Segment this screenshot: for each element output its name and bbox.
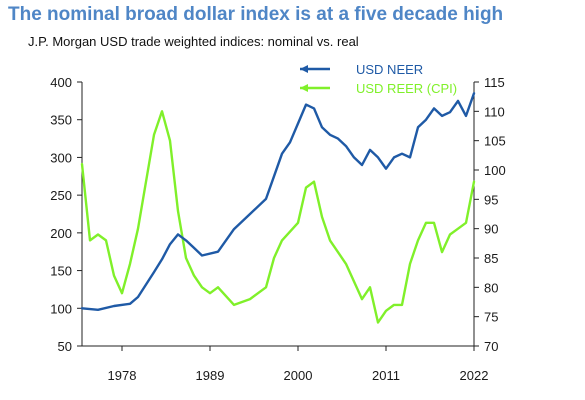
right-axis-ticks: 70 75 80 85 90 95 100 105 110 115 <box>474 75 506 354</box>
right-tick-label: 100 <box>484 163 506 178</box>
left-axis-ticks: 50 100 150 200 250 300 350 400 <box>50 75 82 354</box>
legend-neer-label: USD NEER <box>356 62 423 77</box>
x-tick-label: 1978 <box>108 368 137 383</box>
right-tick-label: 115 <box>484 75 505 90</box>
x-tick-label: 2022 <box>460 368 489 383</box>
x-tick-label: 1989 <box>196 368 225 383</box>
right-tick-label: 110 <box>484 104 505 119</box>
right-tick-label: 70 <box>484 339 498 354</box>
right-tick-label: 75 <box>484 310 498 325</box>
chart-subtitle: J.P. Morgan USD trade weighted indices: … <box>28 34 359 49</box>
left-tick-label: 250 <box>50 188 72 203</box>
right-tick-label: 80 <box>484 280 498 295</box>
right-tick-label: 85 <box>484 251 498 266</box>
left-tick-label: 200 <box>50 226 72 241</box>
legend-reer-arrow <box>300 84 308 92</box>
chart-title: The nominal broad dollar index is at a f… <box>8 4 504 25</box>
left-tick-label: 50 <box>58 339 72 354</box>
legend: USD NEER USD REER (CPI) <box>300 62 457 96</box>
left-tick-label: 350 <box>50 113 72 128</box>
legend-reer-label: USD REER (CPI) <box>356 81 457 96</box>
left-tick-label: 300 <box>50 150 72 165</box>
axes <box>81 82 475 347</box>
left-tick-label: 400 <box>50 75 72 90</box>
legend-neer-arrow <box>300 65 308 73</box>
x-axis-ticks: 1978 1989 2000 2011 2022 <box>108 346 489 383</box>
right-tick-label: 105 <box>484 134 506 149</box>
series-line-usd-reer <box>80 110 476 324</box>
left-tick-label: 100 <box>50 301 72 316</box>
x-tick-label: 2000 <box>284 368 313 383</box>
right-tick-label: 95 <box>484 192 498 207</box>
right-tick-label: 90 <box>484 222 498 237</box>
x-tick-label: 2011 <box>372 368 400 383</box>
series-line-usd-neer <box>80 92 476 311</box>
left-tick-label: 150 <box>50 264 72 279</box>
series-layer <box>80 92 476 324</box>
